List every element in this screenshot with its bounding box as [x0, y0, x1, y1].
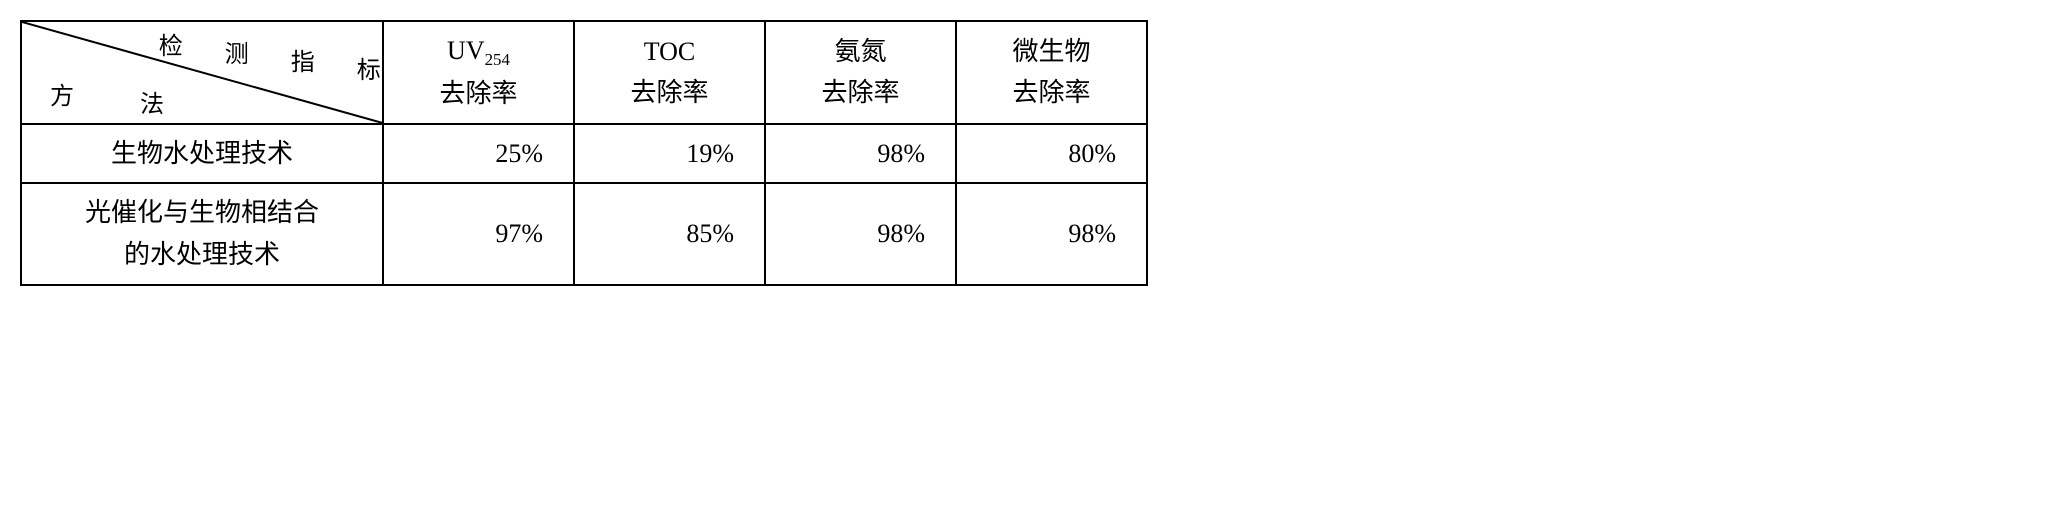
col-header-line2: 去除率	[439, 79, 517, 108]
diagonal-bottom-label: 方 法	[50, 78, 194, 116]
comparison-table: 检 测 指 标 方 法 UV254 去除率 TOC 去除率 氨氮 去除率 微生物…	[20, 20, 1148, 286]
row-label: 生物水处理技术	[21, 124, 383, 184]
cell-value: 25%	[383, 124, 574, 184]
diag-char: 检	[159, 28, 201, 66]
col-header-ammonia: 氨氮 去除率	[765, 21, 956, 124]
cell-value: 98%	[765, 124, 956, 184]
cell-value: 98%	[956, 183, 1147, 284]
diag-char: 指	[291, 44, 333, 82]
col-header-microbe: 微生物 去除率	[956, 21, 1147, 124]
table-row: 光催化与生物相结合 的水处理技术 97% 85% 98% 98%	[21, 183, 1147, 284]
cell-value: 98%	[765, 183, 956, 284]
diagonal-top-label: 检 测 指 标	[159, 28, 376, 66]
diag-char: 测	[225, 36, 267, 74]
diag-char: 标	[357, 52, 399, 90]
diag-char: 方	[50, 78, 104, 116]
row-label: 光催化与生物相结合 的水处理技术	[21, 183, 383, 284]
table-row: 生物水处理技术 25% 19% 98% 80%	[21, 124, 1147, 184]
header-row: 检 测 指 标 方 法 UV254 去除率 TOC 去除率 氨氮 去除率 微生物…	[21, 21, 1147, 124]
cell-value: 80%	[956, 124, 1147, 184]
cell-value: 19%	[574, 124, 765, 184]
diagonal-header-cell: 检 测 指 标 方 法	[21, 21, 383, 124]
col-header-uv254: UV254 去除率	[383, 21, 574, 124]
row-label-line2: 的水处理技术	[124, 240, 280, 269]
col-header-line2: 去除率	[1012, 78, 1090, 107]
col-header-toc: TOC 去除率	[574, 21, 765, 124]
diag-char: 法	[140, 86, 194, 124]
cell-value: 97%	[383, 183, 574, 284]
row-label-line1: 光催化与生物相结合	[85, 198, 319, 227]
col-header-line1: 微生物	[1012, 37, 1090, 66]
col-header-line1: UV254	[447, 36, 510, 65]
col-header-line1: TOC	[644, 37, 696, 66]
col-header-line1: 氨氮	[834, 37, 886, 66]
cell-value: 85%	[574, 183, 765, 284]
col-header-line2: 去除率	[630, 78, 708, 107]
col-header-line2: 去除率	[821, 78, 899, 107]
